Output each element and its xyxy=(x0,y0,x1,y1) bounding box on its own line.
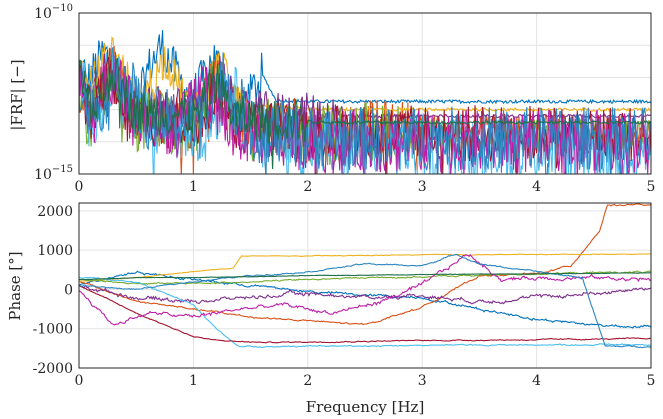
phase-y-axis-label: Phase [°] xyxy=(6,251,24,320)
phase-series-line-6 xyxy=(79,276,651,348)
phase-x-tick-label: 1 xyxy=(189,373,198,389)
magnitude-series-line-3 xyxy=(79,36,651,122)
magnitude-x-tick-label: 1 xyxy=(189,179,198,195)
phase-axes-background xyxy=(79,203,651,368)
magnitude-axes-frame xyxy=(78,12,652,175)
phase-series-line-4 xyxy=(79,284,651,305)
magnitude-x-tick-label: 3 xyxy=(418,179,427,195)
phase-y-tick-label: -1000 xyxy=(33,322,73,338)
phase-x-tick-label: 2 xyxy=(303,373,312,389)
phase-series-group xyxy=(79,203,651,349)
phase-series-line-2 xyxy=(79,203,651,325)
magnitude-x-tick-label: 5 xyxy=(647,179,656,195)
phase-series-line-8 xyxy=(79,253,651,326)
magnitude-series-line-10 xyxy=(79,57,651,170)
phase-x-tick-label: 0 xyxy=(75,373,84,389)
magnitude-y-axis-label: |FRF| [−] xyxy=(8,59,26,130)
phase-ticks: 0 1 2 3 4 5 -2000 -1000 0 1000 2000 xyxy=(33,204,656,389)
phase-series-line-3 xyxy=(79,253,651,282)
magnitude-y-tick-label: 10−10 xyxy=(34,3,73,22)
magnitude-series-group xyxy=(79,30,651,174)
magnitude-panel: 0 1 2 3 4 5 10−15 10−10 |FRF| [−] xyxy=(8,3,655,195)
phase-panel: 0 1 2 3 4 5 -2000 -1000 0 1000 2000 Phase [°] Freq… xyxy=(6,202,656,416)
phase-x-axis-label: Frequency [Hz] xyxy=(306,398,425,416)
phase-y-tick-label: -2000 xyxy=(33,361,73,377)
magnitude-x-tick-label: 4 xyxy=(532,179,541,195)
magnitude-ticks: 0 1 2 3 4 5 10−15 10−10 xyxy=(34,3,655,195)
phase-y-tick-label: 0 xyxy=(64,282,73,298)
phase-x-tick-label: 4 xyxy=(532,373,541,389)
magnitude-y-tick-label: 10−15 xyxy=(34,164,73,183)
phase-y-tick-label: 1000 xyxy=(37,243,73,259)
phase-axes-frame xyxy=(78,202,652,369)
magnitude-x-tick-label: 0 xyxy=(75,179,84,195)
phase-y-tick-label: 2000 xyxy=(37,204,73,220)
phase-x-tick-label: 5 xyxy=(647,373,656,389)
phase-series-line-10 xyxy=(79,272,651,281)
phase-x-tick-label: 3 xyxy=(418,373,427,389)
phase-series-line-9 xyxy=(79,253,651,349)
phase-series-line-7 xyxy=(79,285,651,344)
magnitude-x-tick-label: 2 xyxy=(303,179,312,195)
